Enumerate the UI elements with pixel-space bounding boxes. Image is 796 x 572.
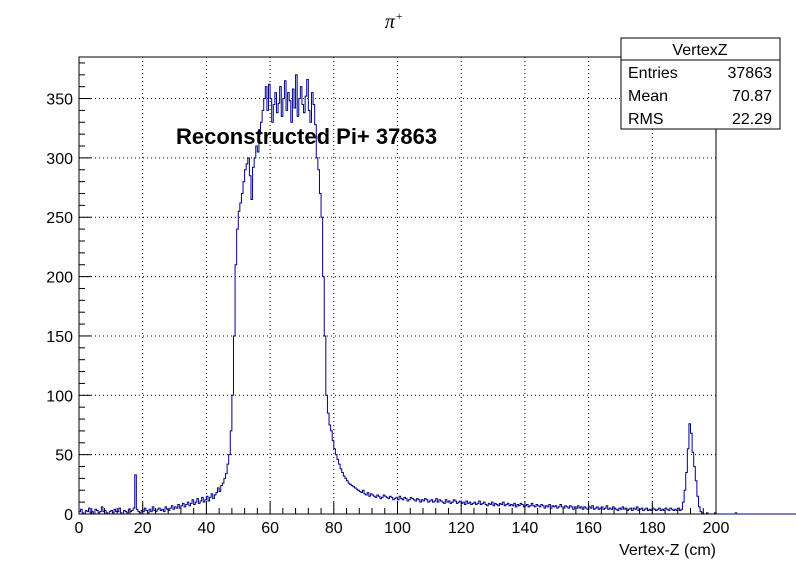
x-tick-label: 140 <box>512 520 539 537</box>
histogram-line <box>78 74 796 515</box>
y-tick-label: 350 <box>46 92 73 109</box>
x-tick-label: 180 <box>639 520 666 537</box>
stats-box: VertexZ Entries 37863 Mean 70.87 RMS 22.… <box>620 37 781 130</box>
x-tick-label: 100 <box>384 520 411 537</box>
chart-title: π+ <box>385 9 403 33</box>
y-tick-label: 50 <box>55 448 73 465</box>
x-tick-label: 40 <box>198 520 216 537</box>
stats-mean-value: 70.87 <box>732 88 772 105</box>
y-tick-label: 300 <box>46 151 73 168</box>
y-tick-label: 0 <box>64 507 73 524</box>
y-tick-label: 250 <box>46 210 73 227</box>
x-axis-label: Vertex-Z (cm) <box>619 542 716 559</box>
y-tick-label: 150 <box>46 329 73 346</box>
x-tick-label: 160 <box>575 520 602 537</box>
stats-rms-label: RMS <box>628 111 664 128</box>
grid <box>79 57 716 514</box>
stats-rms-value: 22.29 <box>732 111 772 128</box>
stats-entries-value: 37863 <box>728 65 773 82</box>
y-tick-label: 200 <box>46 270 73 287</box>
x-tick-label: 20 <box>134 520 152 537</box>
x-tick-label: 80 <box>325 520 343 537</box>
x-tick-label: 60 <box>261 520 279 537</box>
x-tick-label: 0 <box>75 520 84 537</box>
stats-entries-label: Entries <box>628 65 678 82</box>
stats-mean-label: Mean <box>628 88 668 105</box>
histogram-series <box>78 74 796 515</box>
y-tick-label: 100 <box>46 388 73 405</box>
x-tick-label: 200 <box>703 520 730 537</box>
axes: 0 20 40 60 80 100 120 140 160 180 200 0 50 100 150 200 2… <box>46 62 730 537</box>
annotation-label: Reconstructed Pi+ 37863 <box>176 124 437 149</box>
stats-box-title: VertexZ <box>672 42 727 59</box>
chart-title-base: π <box>385 11 396 33</box>
x-tick-label: 120 <box>448 520 475 537</box>
chart-title-sup: + <box>395 9 403 23</box>
